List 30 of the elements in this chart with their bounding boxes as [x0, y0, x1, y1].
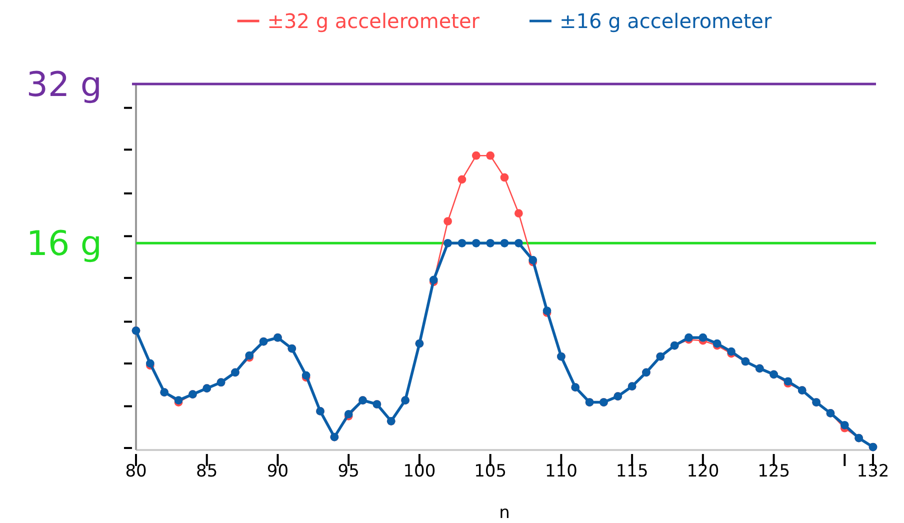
- legend-label: ±32 g accelerometer: [267, 9, 480, 33]
- point: [500, 238, 509, 248]
- x-tick-label: 100: [403, 461, 436, 482]
- x-tick-label: 110: [544, 461, 578, 482]
- point: [458, 175, 466, 184]
- point: [514, 238, 523, 248]
- x-tick-label: 95: [338, 461, 360, 482]
- point: [458, 238, 466, 248]
- x-tick-label: 90: [266, 461, 289, 482]
- point: [840, 420, 849, 430]
- x-tick-label: 105: [474, 461, 507, 482]
- x-tick-label: 120: [686, 461, 720, 482]
- point: [500, 173, 509, 182]
- point: [486, 151, 495, 160]
- point: [472, 151, 480, 160]
- x-tick-label: 132: [856, 461, 890, 482]
- point: [444, 217, 452, 226]
- point: [486, 238, 495, 248]
- ref-line-label: 32 g: [26, 64, 102, 105]
- x-tick-label: 85: [196, 461, 218, 482]
- point: [514, 209, 523, 218]
- x-tick-label: 115: [616, 461, 648, 482]
- legend-label: ±16 g accelerometer: [560, 9, 772, 33]
- point: [698, 333, 708, 342]
- ref-line-label: 16 g: [26, 224, 102, 264]
- point: [472, 238, 480, 248]
- point: [444, 238, 452, 248]
- x-tick-label: 125: [758, 461, 790, 482]
- x-axis-title: n: [499, 503, 510, 523]
- x-tick-label: 80: [125, 461, 147, 482]
